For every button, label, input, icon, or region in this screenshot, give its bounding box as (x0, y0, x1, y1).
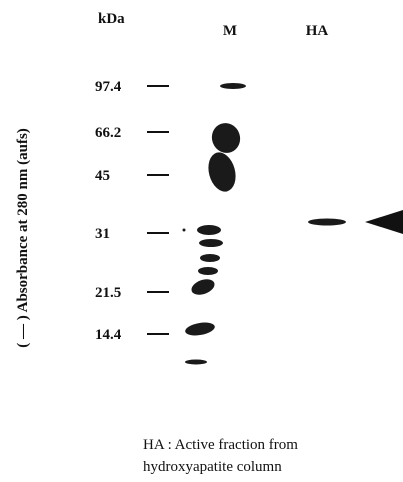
band (198, 267, 218, 275)
band (183, 229, 186, 232)
band (220, 83, 246, 89)
marker-label: 31 (95, 226, 110, 242)
caption: hydroxyapatite column (143, 459, 282, 475)
axis-label: ( — ) Absorbance at 280 nm (aufs) (15, 128, 31, 348)
band (199, 239, 223, 247)
band (185, 360, 207, 365)
marker-label: 66.2 (95, 125, 121, 141)
caption: HA : Active fraction from (143, 437, 298, 453)
band (197, 225, 221, 235)
ha-band (308, 219, 346, 226)
marker-label: 14.4 (95, 327, 122, 343)
lane-label: HA (306, 23, 329, 39)
marker-label: 45 (95, 168, 110, 184)
unit-label: kDa (98, 11, 125, 27)
gel-figure: kDa M HA 97.4 66.2 45 31 21.5 14.4 ( — ) Abso… (0, 0, 403, 482)
marker-label: 97.4 (95, 79, 122, 95)
band (200, 254, 220, 262)
marker-label: 21.5 (95, 285, 121, 301)
lane-label: M (223, 23, 237, 39)
